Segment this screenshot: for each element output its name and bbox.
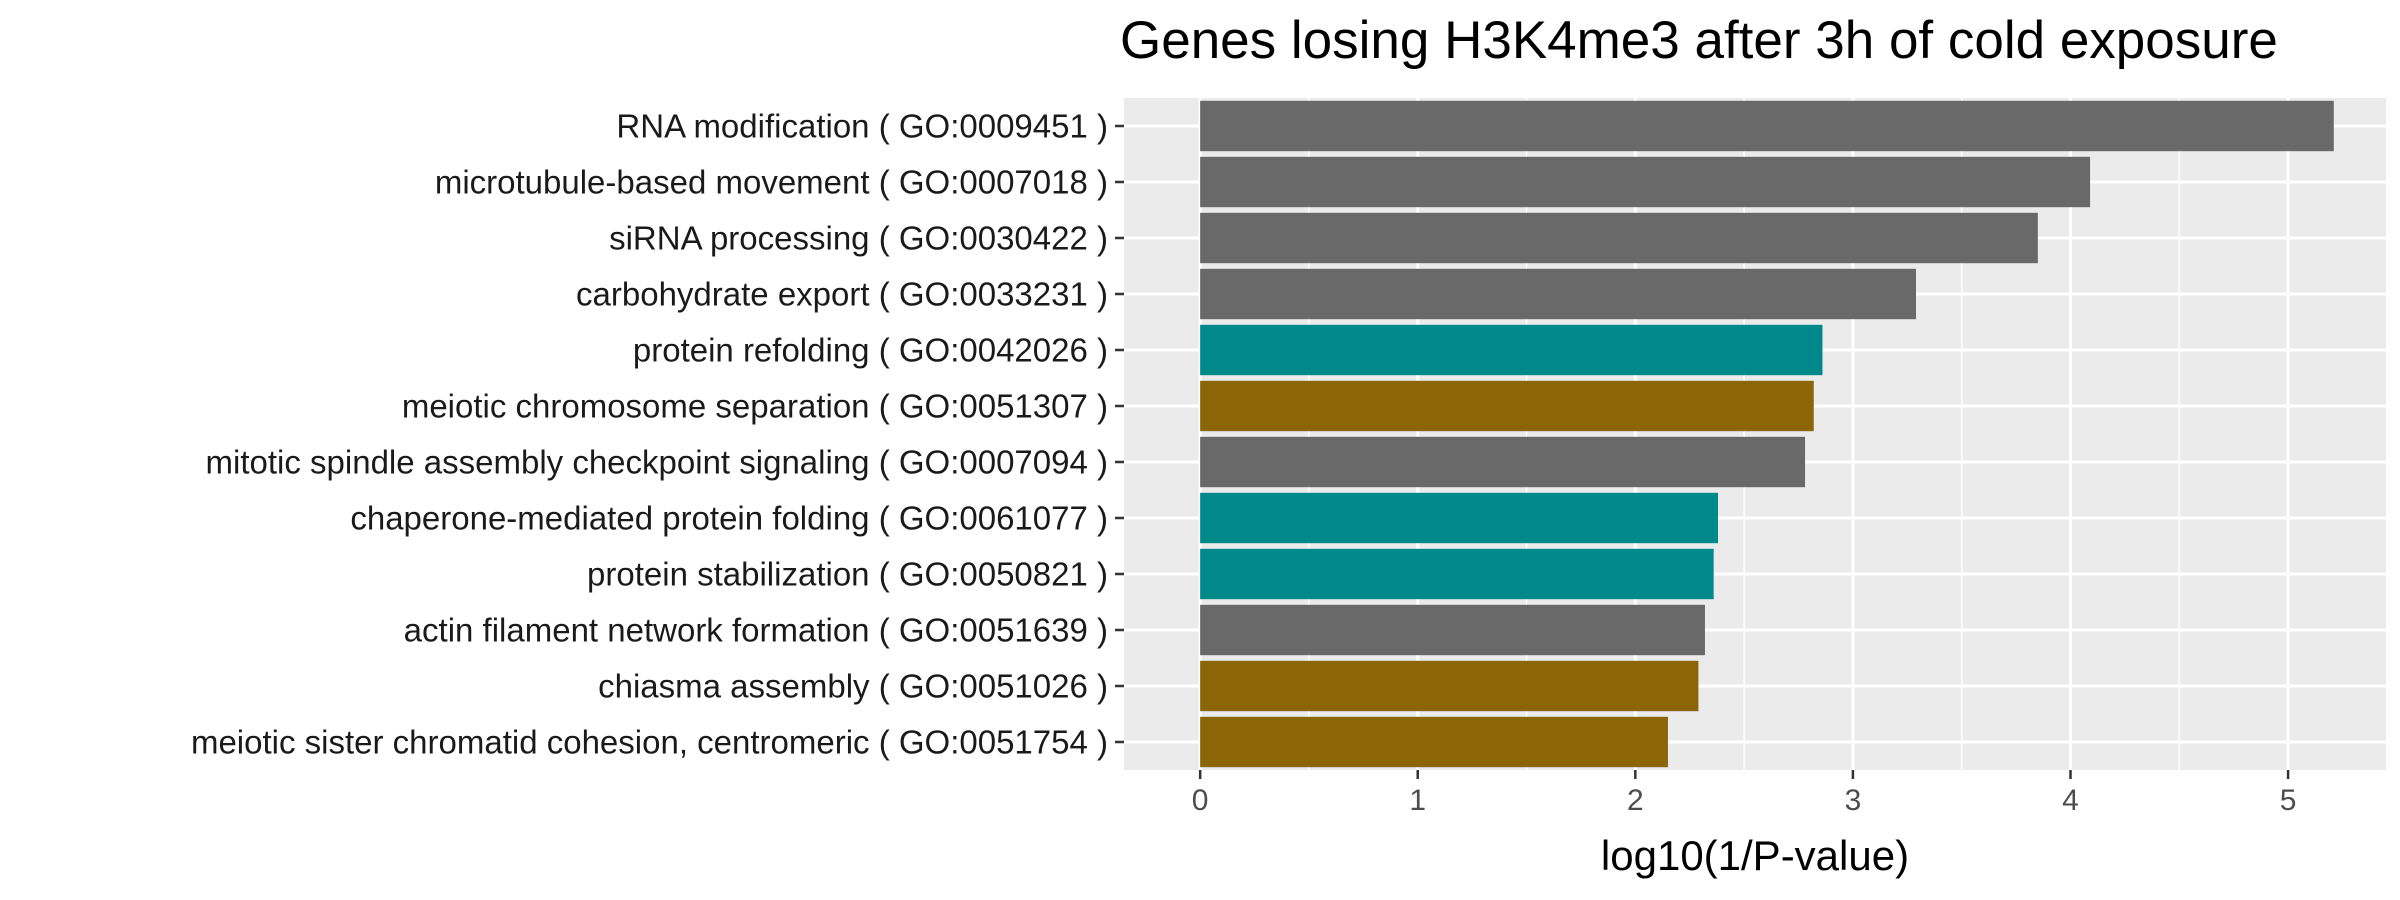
category-label: chaperone-mediated protein folding ( GO:… (350, 500, 1108, 537)
bar (1200, 548, 1714, 600)
bar (1200, 380, 1814, 432)
x-tick-label: 4 (2062, 784, 2079, 817)
x-tick-label: 3 (1845, 784, 1862, 817)
category-label: chiasma assembly ( GO:0051026 ) (598, 668, 1108, 705)
bar (1200, 660, 1699, 712)
category-label: meiotic chromosome separation ( GO:00513… (402, 388, 1108, 425)
category-label: carbohydrate export ( GO:0033231 ) (576, 276, 1108, 313)
chart-title: Genes losing H3K4me3 after 3h of cold ex… (1120, 11, 2278, 70)
category-label: meiotic sister chromatid cohesion, centr… (191, 724, 1108, 761)
bar (1200, 100, 2334, 152)
category-label: protein stabilization ( GO:0050821 ) (587, 556, 1108, 593)
category-label: mitotic spindle assembly checkpoint sign… (206, 444, 1108, 481)
category-label: RNA modification ( GO:0009451 ) (616, 108, 1108, 145)
grid-minor (1308, 98, 2181, 770)
bar (1200, 212, 2038, 264)
bar (1200, 268, 1917, 320)
x-axis: 0 1 2 3 4 5 (1192, 770, 2297, 817)
bars (1200, 100, 2334, 768)
x-axis-title: log10(1/P-value) (1601, 832, 1909, 879)
bar (1200, 324, 1823, 376)
bar (1200, 716, 1668, 768)
y-axis: RNA modification ( GO:0009451 ) microtubu… (191, 108, 1124, 761)
x-tick-label: 5 (2280, 784, 2297, 817)
x-tick-label: 2 (1627, 784, 1644, 817)
bar (1200, 492, 1719, 544)
category-label: siRNA processing ( GO:0030422 ) (609, 220, 1108, 257)
category-label: actin filament network formation ( GO:00… (404, 612, 1108, 649)
bar (1200, 156, 2091, 208)
x-tick-label: 0 (1192, 784, 1209, 817)
bar (1200, 436, 1806, 488)
plot-panel (1124, 98, 2386, 770)
category-label: protein refolding ( GO:0042026 ) (633, 332, 1108, 369)
bar (1200, 604, 1705, 656)
category-label: microtubule-based movement ( GO:0007018 … (435, 164, 1108, 201)
x-tick-label: 1 (1409, 784, 1426, 817)
